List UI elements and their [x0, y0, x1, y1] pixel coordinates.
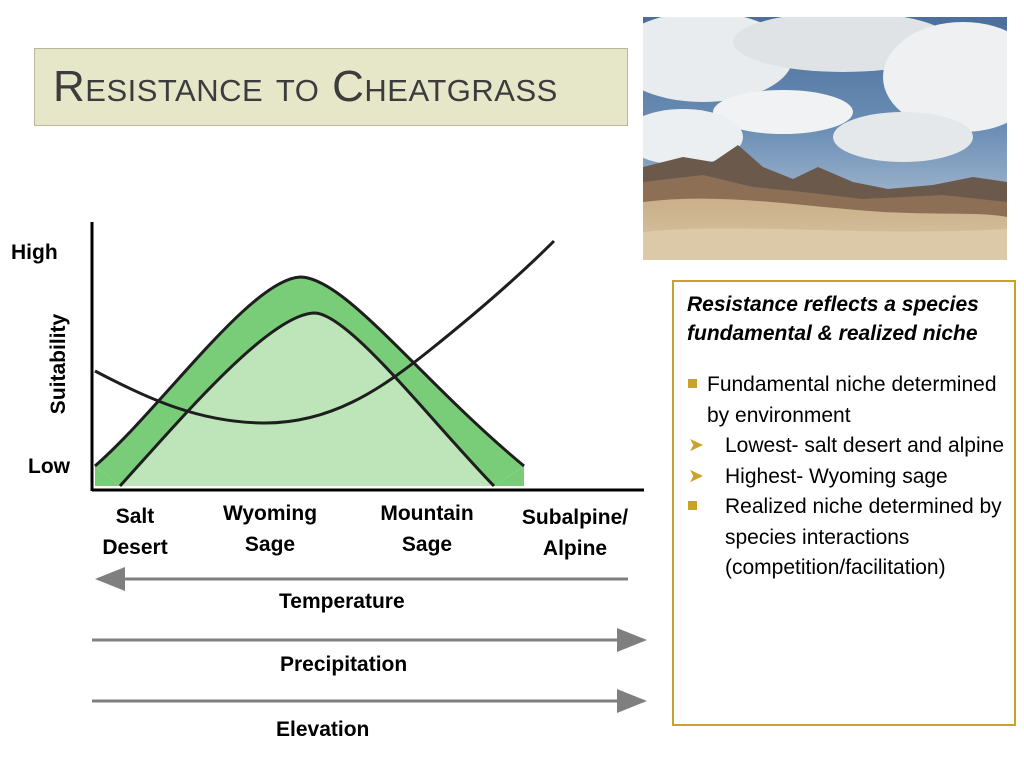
zone-subalpine-alpine: Subalpine/ Alpine: [521, 506, 629, 560]
arrow-bullet-icon: ➤: [688, 435, 704, 456]
y-high-label: High: [11, 241, 58, 264]
slide-title: Resistance to Cheatgrass: [53, 62, 558, 111]
arrow-bullet-icon: ➤: [688, 465, 704, 487]
list-item: ➤ Highest- Wyoming sage: [687, 462, 1004, 493]
list-item-text: Highest- Wyoming sage: [725, 464, 948, 488]
temperature-label: Temperature: [279, 590, 405, 613]
suitability-diagram: High Low Suitability Salt Desert Wyoming…: [0, 200, 660, 768]
fundamental-niche-left: [95, 466, 120, 486]
y-low-label: Low: [28, 455, 70, 478]
list-item-text: Lowest- salt desert and alpine: [725, 434, 1004, 457]
landscape-photo-icon: [643, 17, 1007, 260]
niche-text-box: Resistance reflects a species fundamenta…: [672, 280, 1016, 726]
zone-salt-desert: Salt Desert: [102, 505, 168, 559]
list-item-text: Realized niche determined by species int…: [725, 495, 1002, 579]
elevation-label: Elevation: [276, 718, 370, 741]
zone-wyoming-sage: Wyoming Sage: [222, 502, 318, 556]
realized-niche-area: [120, 313, 494, 486]
list-item-text: Fundamental niche determined by environm…: [707, 373, 997, 427]
realized-niche-curve: [118, 311, 496, 488]
y-axis-label: Suitability: [47, 313, 70, 415]
diagram-graphic: [90, 222, 647, 713]
niche-list: Fundamental niche determined by environm…: [687, 370, 1004, 584]
title-box: Resistance to Cheatgrass: [34, 48, 628, 126]
cheatgrass-suitability-curve: [94, 239, 556, 425]
precipitation-label: Precipitation: [280, 653, 408, 676]
text-box-heading: Resistance reflects a species fundamenta…: [687, 293, 979, 345]
list-item: Realized niche determined by species int…: [687, 492, 1004, 584]
square-bullet-icon: [688, 379, 697, 388]
fundamental-niche-right: [494, 466, 524, 486]
fundamental-niche-curve: [94, 275, 525, 468]
list-item: Fundamental niche determined by environm…: [687, 370, 1004, 431]
list-item: ➤ Lowest- salt desert and alpine: [687, 431, 1004, 462]
square-bullet-icon: [688, 501, 697, 510]
zone-mountain-sage: Mountain Sage: [380, 502, 474, 556]
